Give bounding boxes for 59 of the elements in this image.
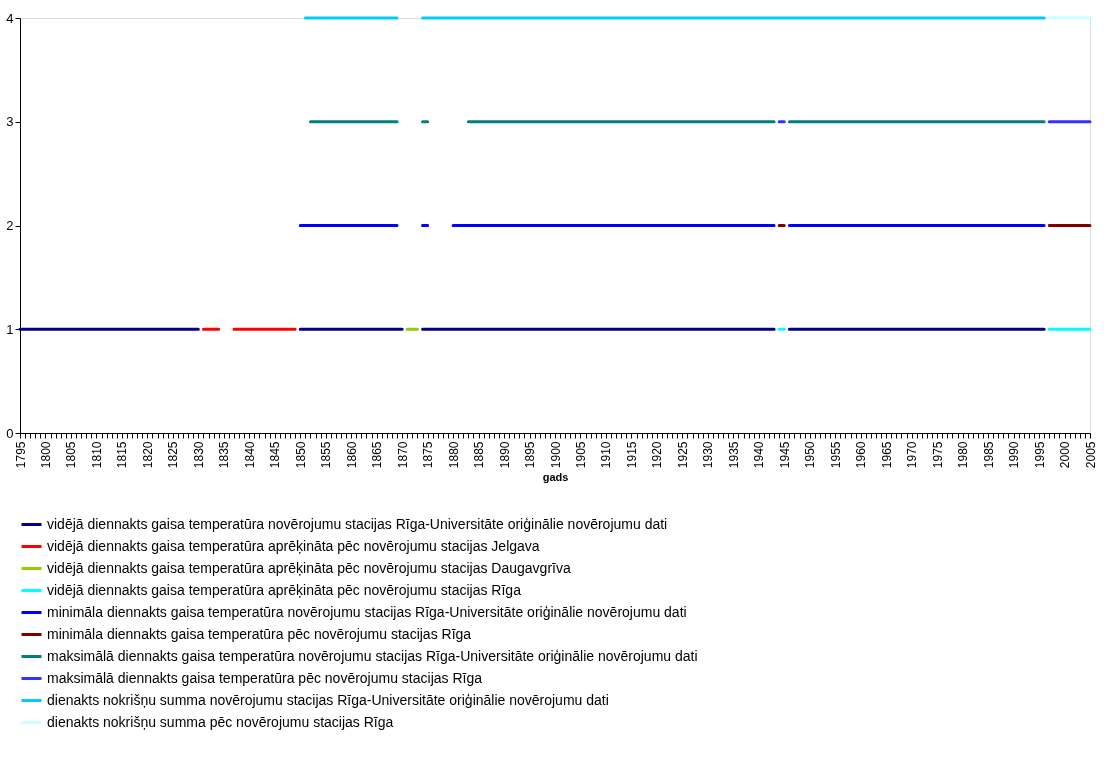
x-tick-label: 1945 bbox=[777, 441, 792, 469]
x-tick-label: 1835 bbox=[217, 441, 232, 469]
x-tick-label: 1990 bbox=[1007, 441, 1022, 469]
x-tick-label: 1985 bbox=[981, 441, 996, 469]
x-tick-label: 1900 bbox=[548, 441, 563, 469]
x-tick-label: 1970 bbox=[905, 441, 920, 469]
y-tick-label: 2 bbox=[6, 218, 14, 233]
legend-label: minimāla diennakts gaisa temperatūra pēc novērojumu stacijas Rīga bbox=[47, 625, 472, 642]
x-tick-label: 1865 bbox=[370, 441, 385, 469]
x-tick-label: 1830 bbox=[191, 441, 206, 469]
legend-label: vidējā diennakts gaisa temperatūra aprēķināta pēc novērojumu stacijas Daugavgrīva bbox=[47, 559, 571, 576]
x-tick-label: 1840 bbox=[242, 441, 257, 469]
x-tick-label: 1815 bbox=[115, 441, 130, 469]
legend-label: maksimālā diennakts gaisa temperatūra pēc novērojumu stacijas Rīga bbox=[47, 669, 483, 686]
legend-label: vidējā diennakts gaisa temperatūra aprēķināta pēc novērojumu stacijas Jelgava bbox=[47, 537, 540, 554]
x-tick-label: 1940 bbox=[752, 441, 767, 469]
x-tick-label: 1870 bbox=[395, 441, 410, 469]
x-tick-label: 1925 bbox=[675, 441, 690, 469]
x-tick-label: 1895 bbox=[523, 441, 538, 469]
x-tick-label: 1930 bbox=[701, 441, 716, 469]
x-tick-label: 1805 bbox=[64, 441, 79, 469]
legend-label: vidējā diennakts gaisa temperatūra novērojumu stacijas Rīga-Universitāte oriģinālie novērojumu dati bbox=[47, 515, 668, 532]
legend-label: dienakts nokrišņu summa novērojumu stacijas Rīga-Universitāte oriģinālie novērojumu dati bbox=[47, 691, 609, 708]
x-tick-label: 1795 bbox=[13, 441, 28, 469]
x-tick-label: 1935 bbox=[726, 441, 741, 469]
x-tick-label: 1995 bbox=[1032, 441, 1047, 469]
legend-label: maksimālā diennakts gaisa temperatūra novērojumu stacijas Rīga-Universitāte oriģinālie novērojumu dati bbox=[47, 647, 698, 664]
x-tick-label: 1800 bbox=[38, 441, 53, 469]
y-tick-label: 0 bbox=[6, 425, 14, 441]
x-tick-label: 1915 bbox=[624, 441, 639, 469]
x-tick-label: 2000 bbox=[1058, 441, 1073, 469]
x-tick-label: 1850 bbox=[293, 441, 308, 469]
x-tick-label: 1875 bbox=[421, 441, 436, 469]
x-tick-label: 1960 bbox=[854, 441, 869, 469]
x-tick-label: 1885 bbox=[472, 441, 487, 469]
x-tick-label: 1975 bbox=[930, 441, 945, 469]
x-tick-label: 1810 bbox=[89, 441, 104, 469]
x-tick-label: 1860 bbox=[344, 441, 359, 469]
x-tick-label: 1910 bbox=[599, 441, 614, 469]
x-tick-label: 1905 bbox=[573, 441, 588, 469]
x-tick-label: 1880 bbox=[446, 441, 461, 469]
x-tick-label: 1980 bbox=[956, 441, 971, 469]
x-tick-label: 1920 bbox=[650, 441, 665, 469]
x-tick-label: 1845 bbox=[268, 441, 283, 469]
x-tick-label: 1855 bbox=[319, 441, 334, 469]
x-axis-title: gads bbox=[542, 471, 569, 484]
y-tick-label: 1 bbox=[6, 321, 14, 337]
x-tick-label: 1825 bbox=[166, 441, 181, 469]
x-tick-label: 1890 bbox=[497, 441, 512, 469]
legend-label: vidējā diennakts gaisa temperatūra aprēķināta pēc novērojumu stacijas Rīga bbox=[47, 581, 522, 598]
y-tick-label: 4 bbox=[6, 10, 14, 26]
x-tick-label: 1950 bbox=[803, 441, 818, 469]
legend-label: dienakts nokrišņu summa pēc novērojumu stacijas Rīga bbox=[47, 713, 394, 730]
x-tick-label: 1820 bbox=[140, 441, 155, 469]
y-tick-label: 3 bbox=[6, 114, 14, 130]
x-tick-label: 1955 bbox=[828, 441, 843, 469]
legend-label: minimāla diennakts gaisa temperatūra novērojumu stacijas Rīga-Universitāte oriģinālie novērojumu dati bbox=[47, 603, 687, 620]
x-tick-label: 2005 bbox=[1083, 441, 1098, 469]
x-tick-label: 1965 bbox=[879, 441, 894, 469]
